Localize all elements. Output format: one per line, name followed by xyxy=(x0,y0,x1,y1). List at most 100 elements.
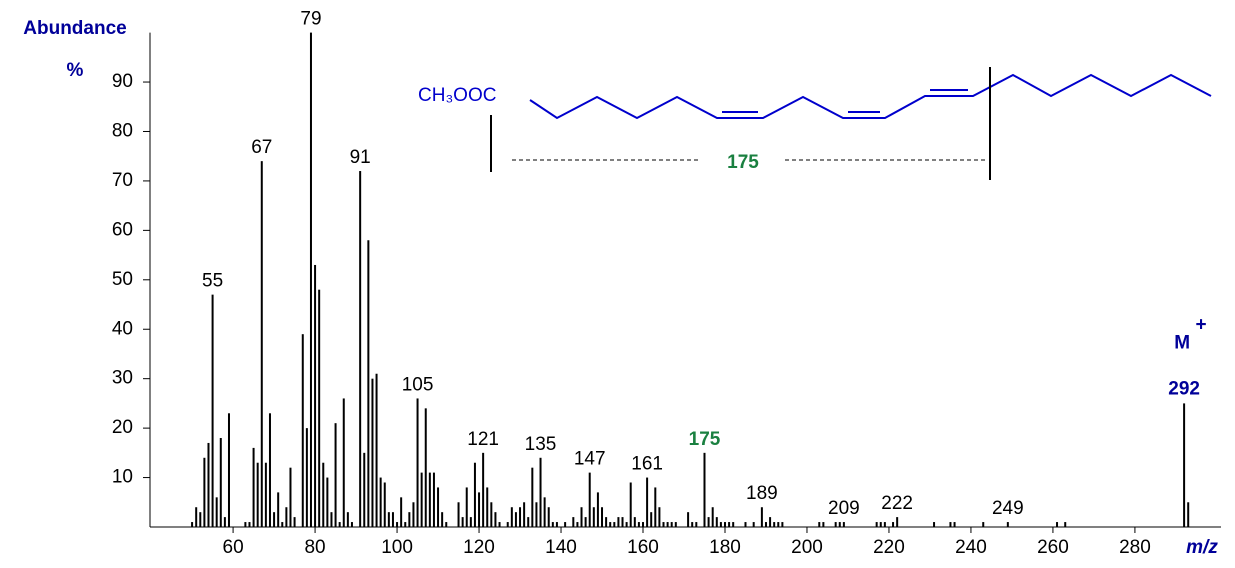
peak xyxy=(818,522,821,527)
peak xyxy=(633,517,636,527)
peak xyxy=(564,522,567,527)
peak xyxy=(519,507,522,527)
peak xyxy=(1064,522,1067,527)
peak-label: 121 xyxy=(467,429,499,450)
peak xyxy=(949,522,952,527)
peak xyxy=(875,522,878,527)
peak xyxy=(359,171,362,528)
peak xyxy=(244,522,247,527)
y-tick-label: 70 xyxy=(112,170,133,191)
formula: CH₃OOC xyxy=(418,85,496,106)
peak xyxy=(195,507,198,527)
peak xyxy=(719,522,722,527)
peak xyxy=(191,522,194,527)
peak xyxy=(273,512,276,527)
y-tick-label: 40 xyxy=(112,318,133,339)
y-tick-label: 30 xyxy=(112,368,133,389)
peak xyxy=(838,522,841,527)
peak xyxy=(494,512,497,527)
peak xyxy=(219,438,222,527)
peak xyxy=(535,502,538,527)
peak xyxy=(334,423,337,527)
peak xyxy=(367,240,370,528)
fragment-peak-label: 175 xyxy=(689,429,721,450)
molecular-ion-label: M xyxy=(1174,332,1190,353)
peak xyxy=(281,522,284,527)
peak xyxy=(1187,502,1190,527)
peak xyxy=(1006,522,1009,527)
peak xyxy=(609,522,612,527)
peak xyxy=(883,522,886,527)
peak xyxy=(473,462,476,527)
peak xyxy=(207,442,210,527)
peak-label: 67 xyxy=(251,137,272,158)
y-tick-label: 60 xyxy=(112,219,133,240)
peak xyxy=(383,482,386,527)
peak xyxy=(371,378,374,527)
x-tick-label: 160 xyxy=(627,537,659,558)
x-axis-label: m/z xyxy=(1186,537,1218,558)
peak xyxy=(387,512,390,527)
peak xyxy=(465,487,468,527)
peak xyxy=(227,413,230,527)
y-axis-label: Abundance xyxy=(23,18,126,39)
peak xyxy=(510,507,513,527)
peak xyxy=(933,522,936,527)
peak xyxy=(260,161,263,528)
peak xyxy=(428,472,431,527)
y-tick-label: 90 xyxy=(112,71,133,92)
peak xyxy=(666,522,669,527)
peak xyxy=(764,522,767,527)
peak xyxy=(506,522,509,527)
peak xyxy=(723,522,726,527)
peak xyxy=(773,522,776,527)
x-tick-label: 60 xyxy=(223,537,244,558)
x-tick-label: 220 xyxy=(873,537,905,558)
x-tick-label: 240 xyxy=(955,537,987,558)
peak xyxy=(199,512,202,527)
peak xyxy=(264,462,267,527)
peak xyxy=(445,522,448,527)
peak xyxy=(539,457,542,527)
y-tick-label: 10 xyxy=(112,467,133,488)
peak xyxy=(707,517,710,527)
x-tick-label: 80 xyxy=(304,537,325,558)
x-tick-label: 140 xyxy=(545,537,577,558)
peak xyxy=(322,462,325,527)
peak xyxy=(301,334,304,527)
peak xyxy=(350,522,353,527)
peak xyxy=(711,507,714,527)
peak xyxy=(650,512,653,527)
peak xyxy=(338,522,341,527)
peak xyxy=(346,512,349,527)
peak xyxy=(379,477,382,527)
peak xyxy=(252,447,255,527)
peak xyxy=(285,507,288,527)
peak xyxy=(1183,403,1186,527)
peak xyxy=(531,467,534,527)
peak xyxy=(674,522,677,527)
peak xyxy=(309,32,312,527)
peak xyxy=(1056,522,1059,527)
peak xyxy=(478,492,481,527)
peak xyxy=(457,502,460,527)
peak xyxy=(982,522,985,527)
peak xyxy=(588,472,591,527)
x-tick-label: 100 xyxy=(381,537,413,558)
peak xyxy=(305,428,308,527)
peak xyxy=(703,452,706,527)
peak-label: 222 xyxy=(881,493,913,514)
peak xyxy=(523,502,526,527)
peak xyxy=(781,522,784,527)
peak xyxy=(687,512,690,527)
peak xyxy=(695,522,698,527)
peak-label: 209 xyxy=(828,498,860,519)
peak xyxy=(498,522,501,527)
y-tick-label: 20 xyxy=(112,417,133,438)
y-tick-label: 80 xyxy=(112,120,133,141)
peak xyxy=(396,522,399,527)
peak-label: 135 xyxy=(525,434,557,455)
peak-label: 161 xyxy=(631,454,663,475)
x-tick-label: 280 xyxy=(1119,537,1151,558)
